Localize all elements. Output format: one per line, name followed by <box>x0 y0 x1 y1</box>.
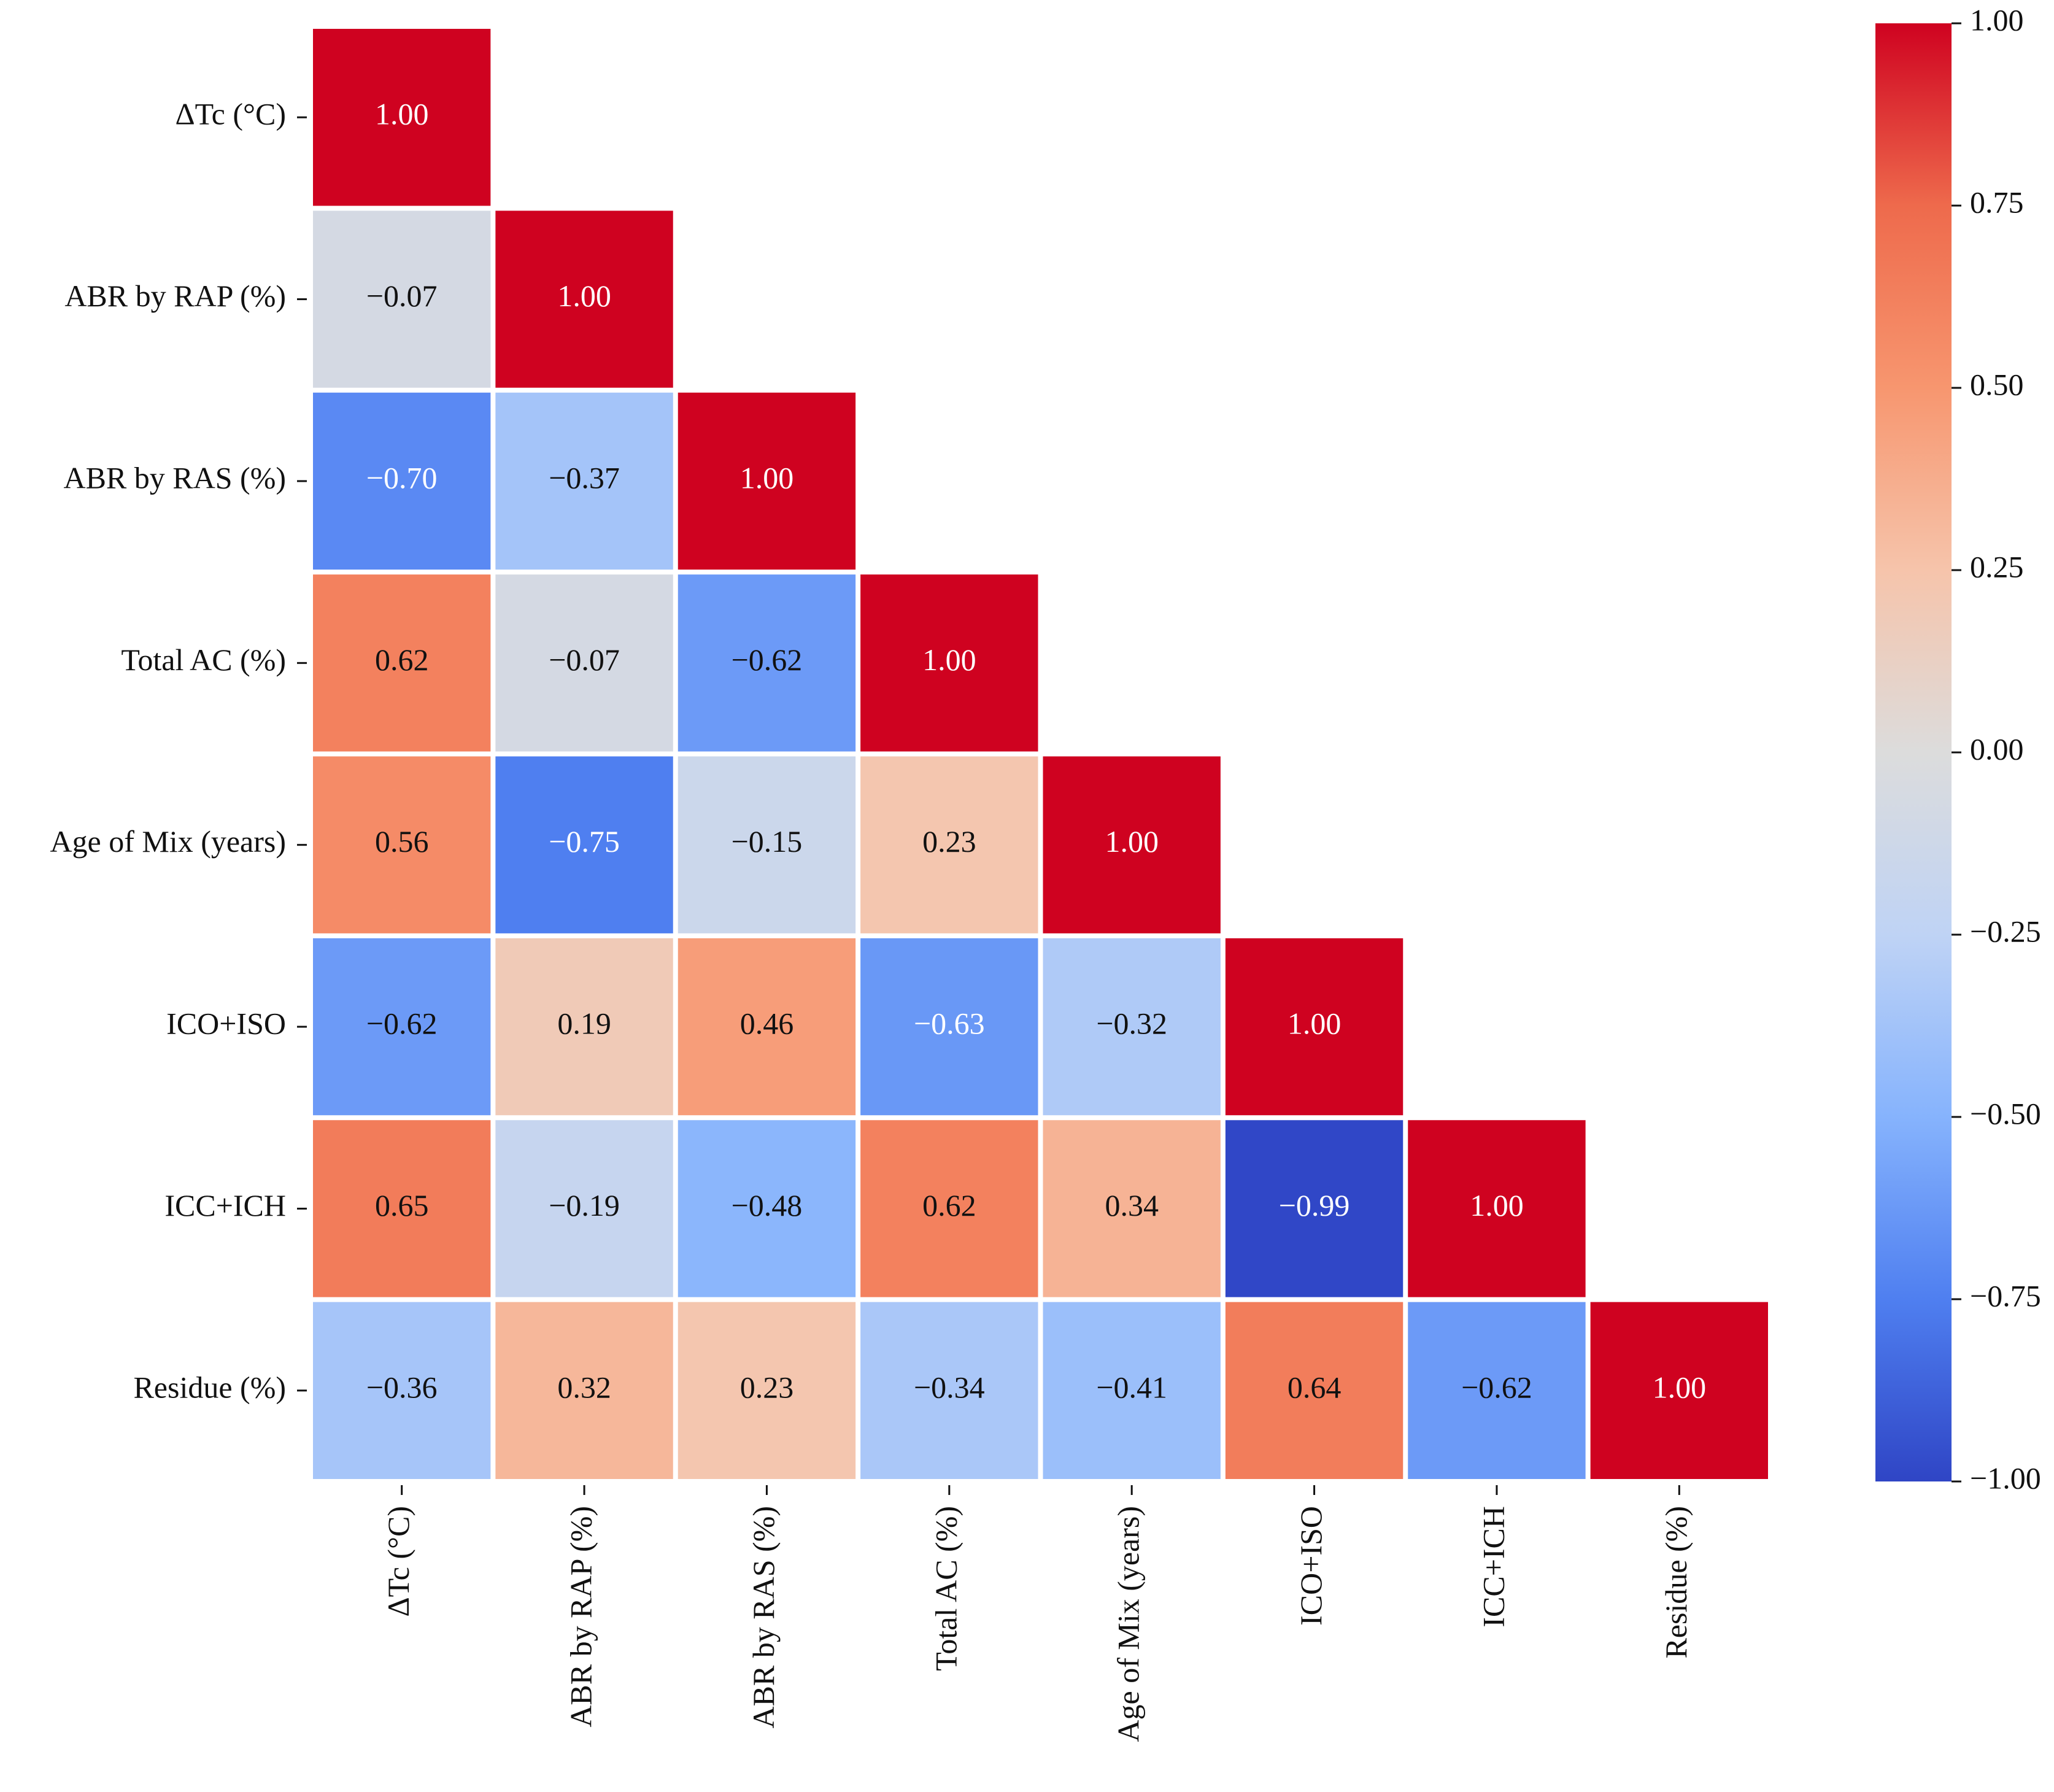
cell-label: −0.36 <box>366 1370 438 1404</box>
heatmap-cell <box>495 1120 673 1297</box>
x-tick-label: Age of Mix (years) <box>1111 1506 1146 1742</box>
heatmap-cell <box>313 1120 491 1297</box>
colorbar-tick-label: 0.75 <box>1970 185 2024 219</box>
x-tick-label: Total AC (%) <box>929 1506 963 1671</box>
heatmap-cell <box>678 574 856 752</box>
heatmap-cell <box>860 574 1038 752</box>
cell-label: 0.23 <box>740 1370 794 1404</box>
heatmap-cell <box>495 1302 673 1479</box>
y-tick-label: ICO+ISO <box>166 1006 286 1041</box>
colorbar-tick-label: 1.00 <box>1970 2 2024 37</box>
heatmap-cell <box>495 938 673 1116</box>
heatmap-cell <box>313 210 491 388</box>
heatmap-cell <box>678 392 856 570</box>
cell-label: −0.07 <box>549 643 620 677</box>
y-tick-label: ABR by RAS (%) <box>63 460 286 495</box>
cell-label: 0.64 <box>1288 1370 1342 1404</box>
x-tick-label: ICO+ISO <box>1294 1506 1328 1626</box>
heatmap-cell <box>313 574 491 752</box>
colorbar-tick-label: −0.50 <box>1970 1096 2041 1130</box>
colorbar-tick-label: 0.25 <box>1970 549 2024 584</box>
colorbar-tick-label: 0.50 <box>1970 367 2024 401</box>
cell-label: −0.63 <box>914 1006 985 1041</box>
colorbar-tick-label: −0.75 <box>1970 1278 2041 1313</box>
heatmap-cell <box>1225 1120 1403 1297</box>
cell-label: −0.62 <box>366 1006 438 1041</box>
heatmap-cell <box>313 392 491 570</box>
cell-label: 0.56 <box>375 824 429 859</box>
cell-label: 0.65 <box>375 1188 429 1222</box>
cell-label: −0.41 <box>1096 1370 1167 1404</box>
heatmap-cell <box>1225 1302 1403 1479</box>
heatmap-cell <box>495 392 673 570</box>
cell-label: −0.15 <box>732 824 803 859</box>
heatmap-cell <box>1590 1302 1768 1479</box>
heatmap-cell <box>1043 938 1221 1116</box>
x-tick-label: ABR by RAP (%) <box>564 1506 598 1728</box>
cell-label: 0.34 <box>1105 1188 1159 1222</box>
cell-label: 0.32 <box>557 1370 611 1404</box>
heatmap-cell <box>1408 1302 1586 1479</box>
cell-label: −0.75 <box>549 824 620 859</box>
cell-label: 1.00 <box>557 279 611 313</box>
heatmap-cell <box>313 938 491 1116</box>
heatmap-cell <box>1225 938 1403 1116</box>
y-tick-label: Age of Mix (years) <box>50 824 286 859</box>
cell-label: 1.00 <box>740 460 794 495</box>
cell-label: −0.70 <box>366 460 438 495</box>
cell-label: −0.19 <box>549 1188 620 1222</box>
heatmap-cell <box>313 1302 491 1479</box>
cell-label: −0.48 <box>732 1188 803 1222</box>
colorbar-tick-label: −0.25 <box>1970 914 2041 948</box>
heatmap-cell <box>860 938 1038 1116</box>
cell-label: −0.62 <box>732 643 803 677</box>
y-tick-label: Residue (%) <box>133 1370 286 1404</box>
cell-label: 1.00 <box>1653 1370 1707 1404</box>
heatmap-cell <box>1043 1302 1221 1479</box>
heatmap-cell <box>1043 756 1221 933</box>
heatmap-cell <box>495 210 673 388</box>
cell-label: 1.00 <box>1470 1188 1524 1222</box>
heatmap-cell <box>1408 1120 1586 1297</box>
x-tick-label: ABR by RAS (%) <box>746 1506 781 1729</box>
cell-label: 0.19 <box>557 1006 611 1041</box>
x-tick-label: ΔTc (°C) <box>381 1506 415 1617</box>
x-tick-label: ICC+ICH <box>1476 1506 1510 1628</box>
heatmap-cell <box>678 756 856 933</box>
heatmap-cell <box>1043 1120 1221 1297</box>
y-tick-label: ABR by RAP (%) <box>64 279 286 313</box>
y-tick-label: Total AC (%) <box>121 643 286 677</box>
colorbar-tick-label: −1.00 <box>1970 1461 2041 1495</box>
heatmap-cell <box>678 1302 856 1479</box>
cell-label: 0.62 <box>922 1188 976 1222</box>
x-tick-label: Residue (%) <box>1659 1506 1693 1659</box>
y-tick-label: ICC+ICH <box>164 1188 286 1222</box>
cell-label: 0.46 <box>740 1006 794 1041</box>
cell-label: 1.00 <box>1288 1006 1342 1041</box>
cell-label: 1.00 <box>375 97 429 131</box>
heatmap-cell <box>495 574 673 752</box>
colorbar <box>1875 23 1952 1481</box>
cell-label: −0.62 <box>1461 1370 1532 1404</box>
heatmap-cell <box>313 756 491 933</box>
cell-label: −0.34 <box>914 1370 985 1404</box>
cell-label: 0.62 <box>375 643 429 677</box>
heatmap-cell <box>495 756 673 933</box>
heatmap-cell <box>860 756 1038 933</box>
colorbar-tick-label: 0.00 <box>1970 732 2024 766</box>
heatmap-cell <box>678 938 856 1116</box>
cell-label: 0.23 <box>922 824 976 859</box>
y-tick-label: ΔTc (°C) <box>175 97 286 131</box>
cell-label: −0.37 <box>549 460 620 495</box>
heatmap-cell <box>313 29 491 206</box>
heatmap-cell <box>860 1120 1038 1297</box>
heatmap-cell <box>860 1302 1038 1479</box>
cell-label: −0.07 <box>366 279 438 313</box>
cell-label: −0.99 <box>1279 1188 1350 1222</box>
cell-label: 1.00 <box>922 643 976 677</box>
cell-label: 1.00 <box>1105 824 1159 859</box>
cell-label: −0.32 <box>1096 1006 1167 1041</box>
heatmap-cell <box>678 1120 856 1297</box>
